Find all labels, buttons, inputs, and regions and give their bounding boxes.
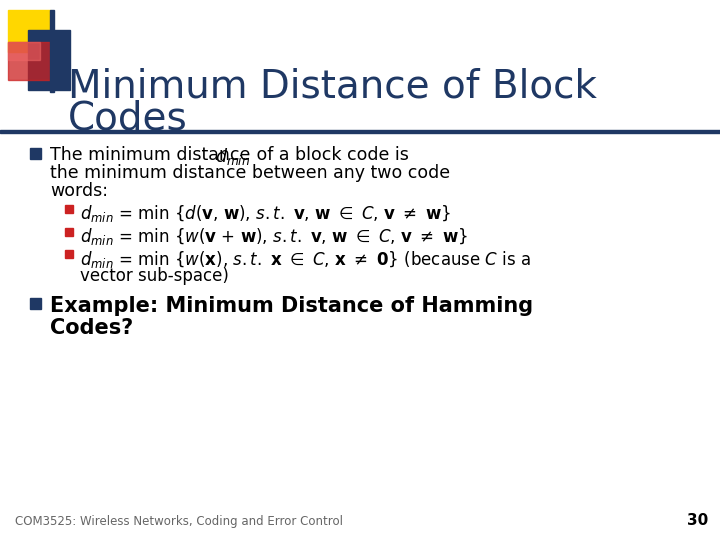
Bar	[8, 42, 40, 60]
Text: Example: Minimum Distance of Hamming: Example: Minimum Distance of Hamming	[50, 296, 533, 316]
Text: COM3525: Wireless Networks, Coding and Error Control: COM3525: Wireless Networks, Coding and E…	[15, 515, 343, 528]
Text: $d_{min}$ = min {$d$($\mathbf{v}$, $\mathbf{w}$), $s.t.$ $\mathbf{v}$, $\mathbf{: $d_{min}$ = min {$d$($\mathbf{v}$, $\mat…	[80, 203, 451, 224]
Bar	[30, 298, 41, 309]
Text: words:: words:	[50, 182, 108, 200]
Bar	[30, 148, 41, 159]
Text: The minimum distance: The minimum distance	[50, 146, 256, 164]
Text: 30: 30	[687, 513, 708, 528]
Text: $d_{min}$ = min {$w$($\mathbf{x}$), $s.t.$ $\mathbf{x}$ $\in$ $\mathit{C}$, $\ma: $d_{min}$ = min {$w$($\mathbf{x}$), $s.t…	[80, 249, 531, 270]
Text: vector sub-space): vector sub-space)	[80, 267, 229, 285]
Bar	[0, 130, 720, 133]
Text: Codes?: Codes?	[50, 318, 133, 338]
Bar	[28, 30, 70, 90]
Bar	[8, 10, 50, 52]
Bar	[50, 10, 54, 92]
Bar	[8, 42, 50, 80]
Text: $d_{min}$ = min {$w$($\mathbf{v}$ + $\mathbf{w}$), $s.t.$ $\mathbf{v}$, $\mathbf: $d_{min}$ = min {$w$($\mathbf{v}$ + $\ma…	[80, 226, 468, 247]
Bar	[65, 250, 73, 258]
Bar	[65, 228, 73, 236]
Text: Codes: Codes	[68, 100, 188, 138]
Text: of a block code is: of a block code is	[251, 146, 409, 164]
Text: Minimum Distance of Block: Minimum Distance of Block	[68, 68, 597, 106]
Text: $d_{min}$: $d_{min}$	[215, 146, 250, 167]
Text: the minimum distance between any two code: the minimum distance between any two cod…	[50, 164, 450, 182]
Bar	[65, 205, 73, 213]
